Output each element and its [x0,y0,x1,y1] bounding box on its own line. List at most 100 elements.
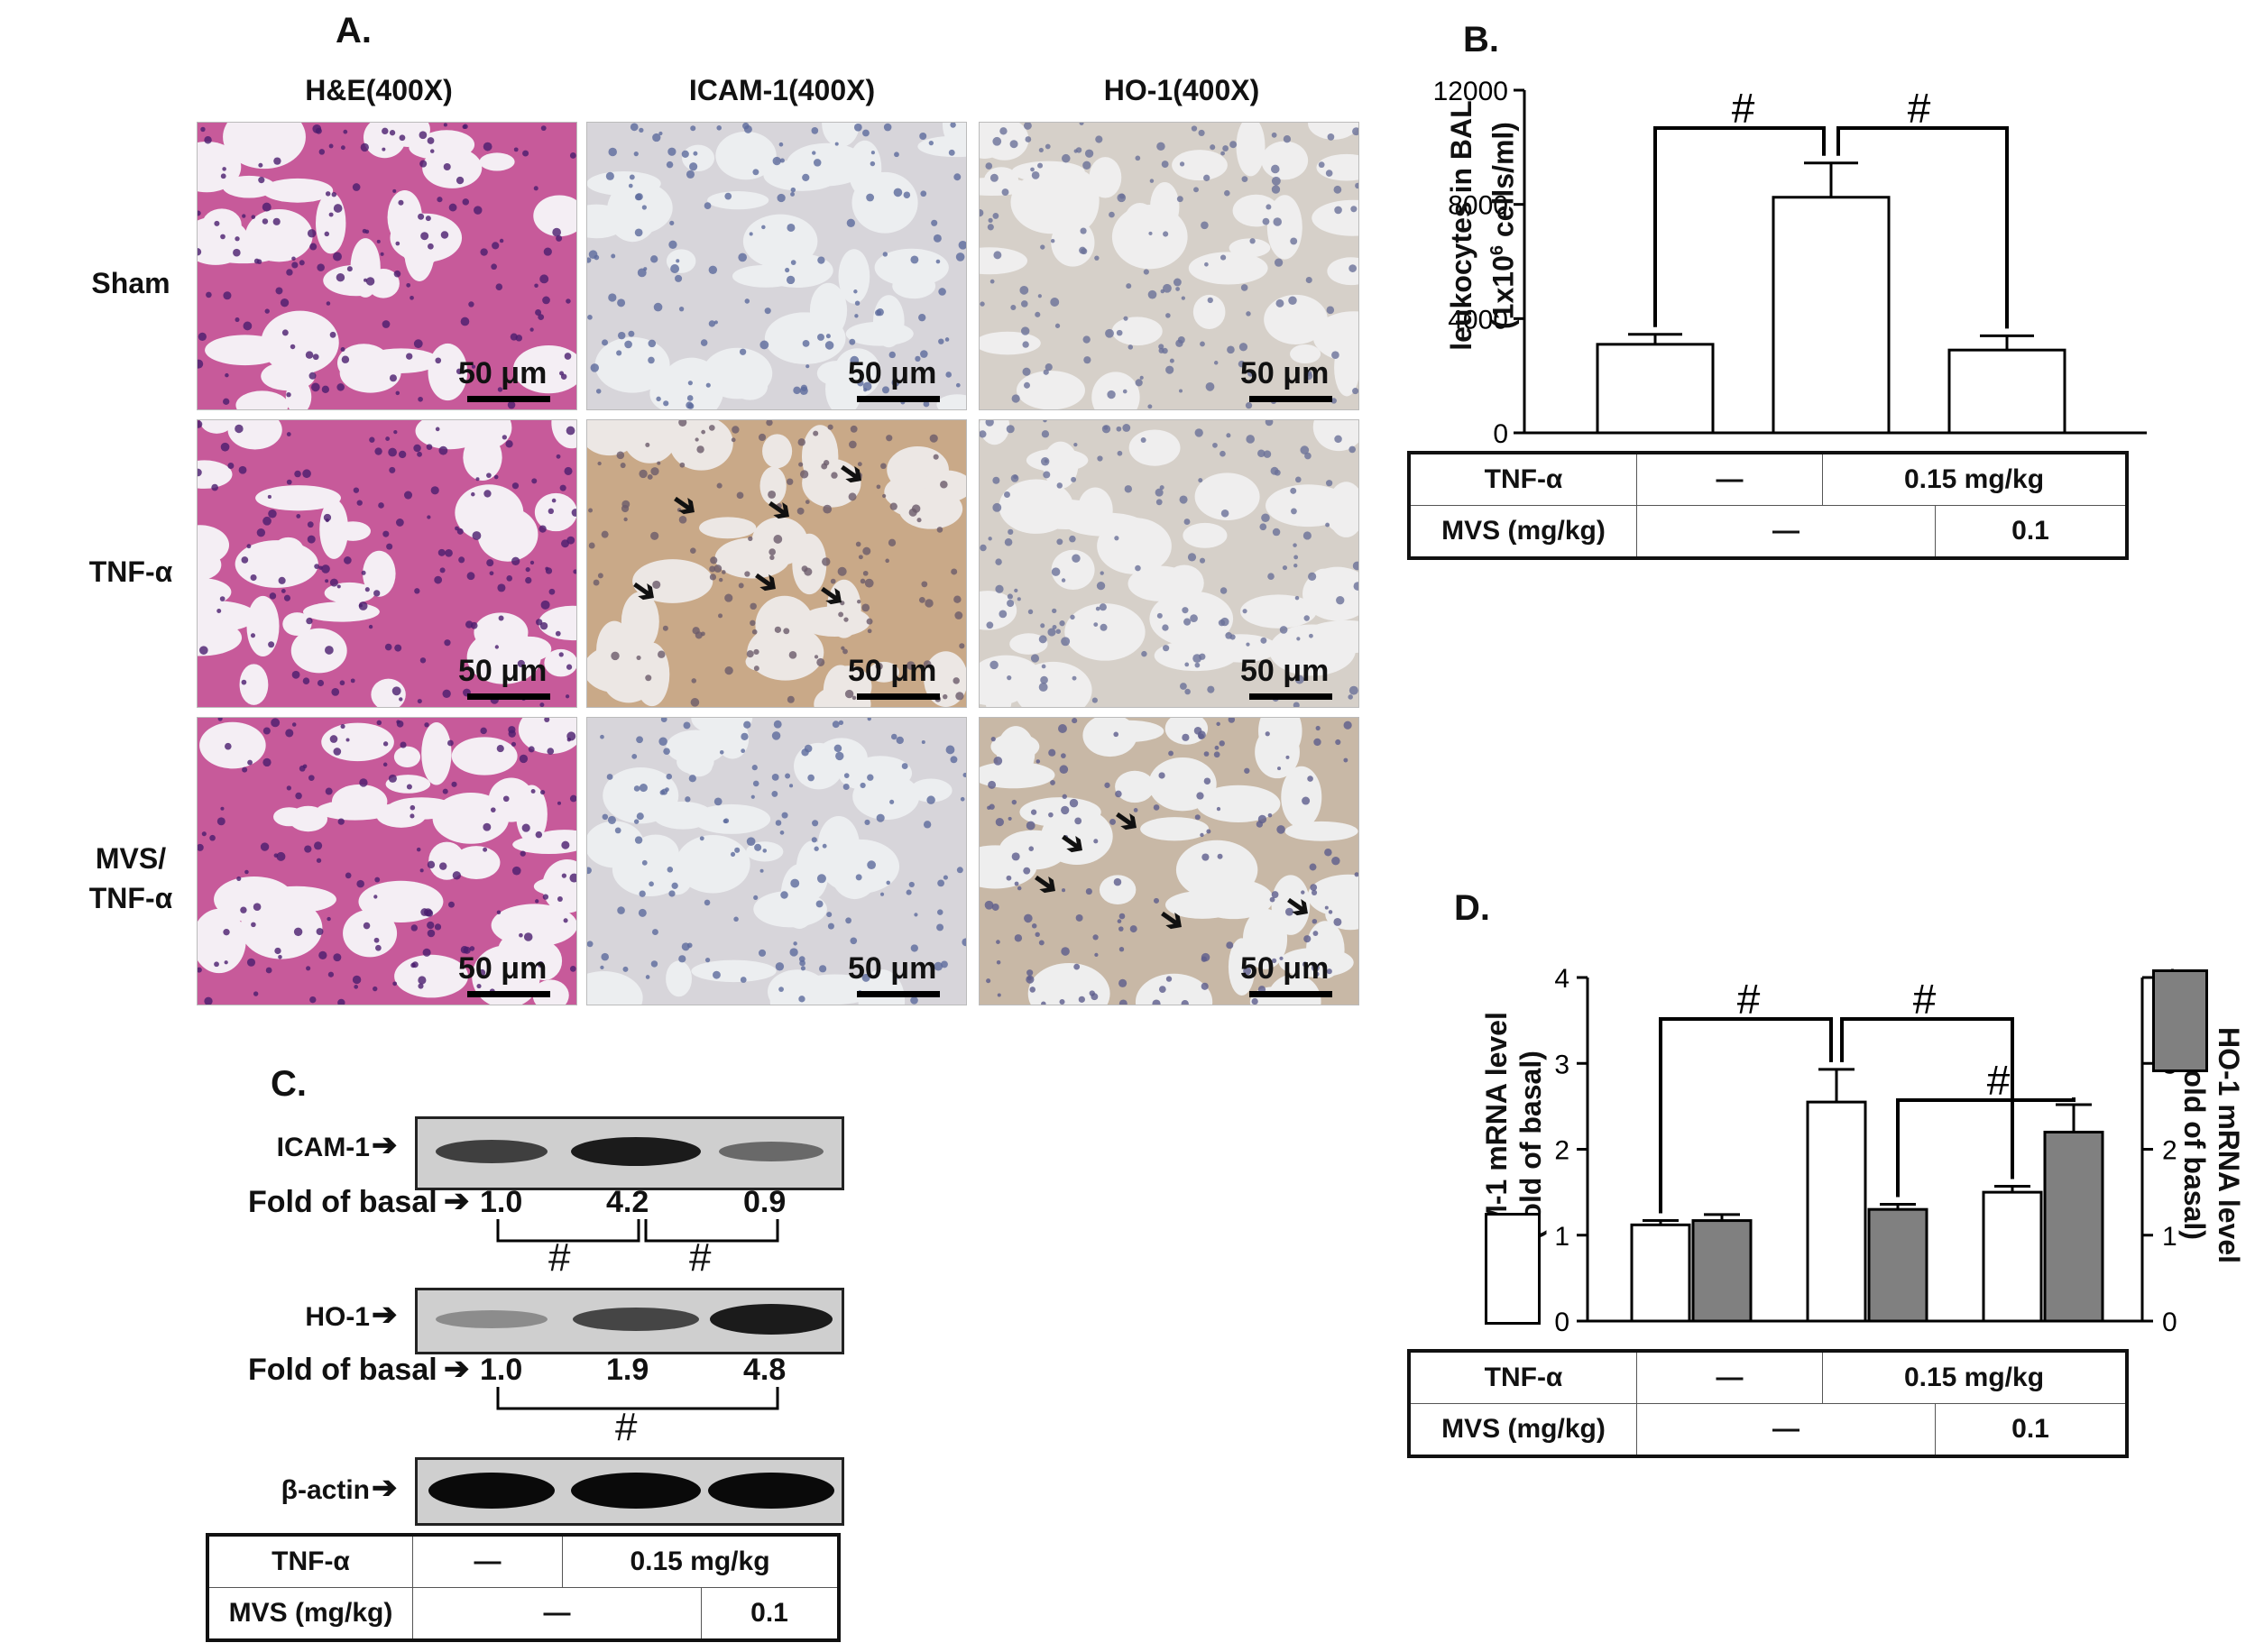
cell-nucleus [1304,372,1313,381]
alveolar-space [518,718,576,755]
bar [1630,1223,1691,1323]
cell-nucleus [316,928,324,936]
y-tick-label: 4 [1554,964,1569,994]
cell-nucleus [224,960,228,965]
cell-nucleus [456,368,463,375]
cell-nucleus [933,454,939,460]
cell-nucleus [658,737,667,747]
cell-nucleus [935,259,941,264]
cell-nucleus [472,531,482,540]
ho-fold-value: 1.0 [480,1353,523,1387]
cell-nucleus [658,131,663,136]
alveolar-space [1111,205,1188,270]
cell-nucleus [805,364,810,369]
cell-nucleus [823,504,833,514]
cell-nucleus [497,387,503,392]
cell-nucleus [1348,264,1357,272]
cell-nucleus [679,462,686,468]
cell-nucleus [830,578,836,584]
cell-nucleus [559,371,565,376]
cell-nucleus [476,983,482,989]
cell-nucleus [1094,952,1099,958]
cell-nucleus [286,391,291,398]
cell-nucleus [719,750,724,755]
cell-nucleus [559,484,566,491]
cell-nucleus [894,151,899,158]
cell-nucleus [1118,913,1126,920]
cell-nucleus [399,134,406,142]
cell-nucleus [801,565,808,573]
scale-bar [1249,991,1332,997]
cell-nucleus [708,320,716,327]
cell-nucleus [888,351,896,359]
cell-nucleus [889,502,897,510]
cell-nucleus [849,338,856,345]
cell-nucleus [333,204,343,213]
cell-nucleus [434,575,443,584]
cell-nucleus [987,224,994,231]
cell-nucleus [732,426,740,434]
cell-nucleus [629,174,635,180]
cell-nucleus [312,353,319,361]
cell-nucleus [384,643,392,651]
cell-nucleus [992,212,999,219]
alveolar-space [1135,973,1213,1005]
cell-nucleus [1117,919,1122,923]
icam-sig-brackets [496,1219,779,1243]
cell-nucleus [344,556,352,564]
panel-d-letter: D. [1454,888,1490,928]
cell-nucleus [854,314,859,318]
cell-nucleus [1014,588,1018,592]
cell-nucleus [510,333,518,341]
cell-nucleus [537,960,544,968]
alveolar-space [603,767,679,824]
cell-nucleus [686,170,695,179]
bar [1867,1207,1928,1323]
cell-nucleus [555,630,561,637]
cell-nucleus [1165,976,1173,982]
cell-nucleus [223,929,230,936]
scale-bar [857,693,940,700]
alveolar-space [324,582,375,604]
alveolar-space [532,979,569,1005]
cell-nucleus [918,596,925,603]
cell-nucleus [417,451,422,457]
cell-nucleus [1031,171,1040,179]
cell-nucleus [1198,478,1203,483]
cell-nucleus [1038,683,1048,692]
cell-nucleus [204,996,213,1005]
scale-bar-label: 50 μm [848,951,937,986]
alveolar-space [745,652,775,672]
cell-nucleus [1072,718,1078,724]
cell-nucleus [1348,445,1357,454]
cell-nucleus [440,231,449,239]
cell-nucleus [587,257,592,263]
cell-nucleus [561,873,567,878]
mvs-label: MVS (mg/kg) [207,1587,413,1641]
cell-nucleus [1216,806,1221,812]
cell-nucleus [247,759,253,766]
cell-nucleus [1277,766,1282,771]
cell-nucleus [198,248,202,256]
cell-nucleus [388,774,397,783]
cell-nucleus [324,231,330,237]
cell-nucleus [451,781,457,787]
cell-nucleus [853,123,862,132]
cell-nucleus [373,590,381,597]
cell-nucleus [934,961,943,971]
cell-nucleus [980,544,987,552]
cell-nucleus [988,217,993,223]
cell-nucleus [1350,206,1358,213]
cell-nucleus [400,741,407,748]
ho-blot [415,1288,844,1354]
cell-nucleus [214,961,219,968]
cell-nucleus [811,127,819,134]
actin-blot [415,1457,844,1526]
cell-nucleus [761,225,766,230]
cell-nucleus [340,723,345,730]
cell-nucleus [250,633,256,638]
cell-nucleus [744,571,750,577]
cell-nucleus [608,293,617,302]
sig-mark: # [1737,976,1761,1023]
cell-nucleus [548,508,555,515]
